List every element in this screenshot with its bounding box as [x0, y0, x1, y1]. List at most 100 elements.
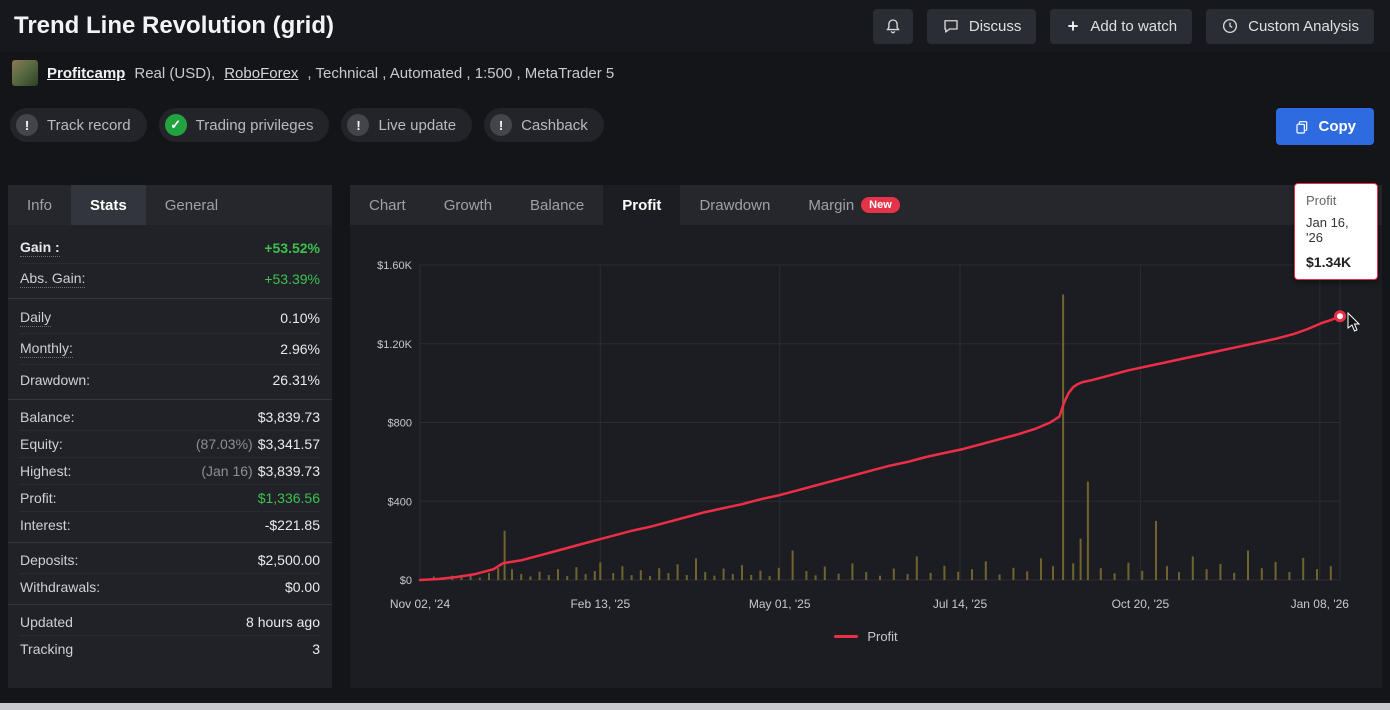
- stat-label: Gain :: [20, 238, 60, 257]
- stat-label: Tracking: [20, 641, 74, 657]
- badge-track-record[interactable]: ! Track record: [10, 108, 147, 142]
- stat-value: $0.00: [284, 579, 320, 595]
- account-details: , Technical , Automated , 1:500 , MetaTr…: [307, 64, 615, 82]
- verification-badges: ! Track record ✓ Trading privileges ! Li…: [10, 108, 604, 142]
- add-to-watch-button[interactable]: Add to watch: [1050, 8, 1193, 44]
- stat-label: Profit:: [20, 490, 57, 506]
- svg-text:$0: $0: [400, 575, 412, 587]
- stat-value: $3,839.73: [257, 408, 320, 425]
- notifications-button[interactable]: [872, 8, 913, 44]
- stat-label: Withdrawals:: [20, 579, 101, 595]
- tab-growth[interactable]: Growth: [443, 196, 493, 214]
- stat-row-interest: Interest: -$221.85: [20, 511, 320, 538]
- legend-swatch: [834, 635, 859, 638]
- tab-drawdown[interactable]: Drawdown: [699, 196, 771, 214]
- svg-text:Feb 13, '25: Feb 13, '25: [570, 597, 630, 611]
- account-meta-row: Profitcamp Real (USD), RoboForex , Techn…: [12, 59, 614, 87]
- discuss-button[interactable]: Discuss: [926, 8, 1037, 44]
- exclamation-icon: !: [16, 114, 38, 136]
- account-owner-link[interactable]: Profitcamp: [47, 64, 126, 82]
- stat-label: Deposits:: [20, 551, 79, 568]
- topbar-actions: Discuss Add to watch Custom Analysis: [872, 8, 1374, 44]
- stats-body: Gain : +53.52% Abs. Gain: +53.39% Daily …: [8, 225, 332, 666]
- avatar[interactable]: [12, 60, 38, 86]
- page-bottom-strip: [0, 703, 1390, 710]
- tab-stats[interactable]: Stats: [71, 185, 146, 225]
- stat-label: Balance:: [20, 408, 75, 425]
- exclamation-icon: !: [490, 114, 513, 136]
- stat-label: Highest:: [20, 463, 72, 479]
- svg-text:May 01, '25: May 01, '25: [749, 597, 811, 611]
- broker-link[interactable]: RoboForex: [224, 64, 299, 82]
- svg-text:Jul 14, '25: Jul 14, '25: [933, 597, 988, 611]
- stat-value: +53.39%: [264, 271, 320, 287]
- profit-chart[interactable]: $0 $400 $800 $1.20K $1.60K Nov 02, '24 Feb 13,…: [350, 225, 1382, 625]
- chart-tooltip: Profit Jan 16, '26 $1.34K: [1294, 183, 1378, 280]
- badge-label: Live update: [378, 116, 457, 134]
- stat-value: 8 hours ago: [246, 613, 320, 630]
- clock-icon: [1223, 18, 1238, 34]
- copy-icon: [1295, 120, 1307, 134]
- stat-value: (Jan 16) $3,839.73: [201, 463, 320, 479]
- stat-value-prefix: (87.03%): [195, 436, 253, 452]
- stats-panel-tabs: Info Stats General: [8, 185, 332, 225]
- check-icon: ✓: [164, 114, 187, 136]
- chart-panel-tabs: Chart Growth Balance Profit Drawdown Mar…: [350, 185, 1382, 225]
- page-title: Trend Line Revolution (grid): [14, 12, 334, 39]
- badge-trading-privileges[interactable]: ✓ Trading privileges: [158, 108, 330, 142]
- chart-panel: Chart Growth Balance Profit Drawdown Mar…: [350, 183, 1382, 688]
- stat-value: 2.96%: [280, 341, 320, 357]
- svg-text:Jan 08, '26: Jan 08, '26: [1291, 597, 1350, 611]
- top-header: Trend Line Revolution (grid) Discuss Add…: [0, 0, 1390, 52]
- badge-label: Trading privileges: [195, 116, 314, 134]
- stat-row-deposits: Deposits: $2,500.00: [20, 546, 320, 573]
- stat-row-monthly: Monthly: 2.96%: [20, 333, 320, 364]
- chat-icon: [944, 20, 958, 33]
- stat-label: Updated: [20, 613, 73, 630]
- custom-analysis-label: Custom Analysis: [1248, 17, 1359, 35]
- stat-label: Monthly:: [20, 340, 73, 358]
- stat-row-highest: Highest: (Jan 16) $3,839.73: [20, 457, 320, 484]
- chart-legend[interactable]: Profit: [350, 629, 1382, 644]
- stat-value: (87.03%) $3,341.57: [195, 436, 320, 452]
- svg-text:$1.20K: $1.20K: [377, 339, 413, 351]
- tab-balance[interactable]: Balance: [530, 196, 585, 214]
- badge-label: Track record: [47, 116, 131, 134]
- svg-text:Nov 02, '24: Nov 02, '24: [390, 597, 451, 611]
- stat-row-equity: Equity: (87.03%) $3,341.57: [20, 430, 320, 457]
- copy-label: Copy: [1318, 118, 1357, 135]
- badge-live-update[interactable]: ! Live update: [341, 108, 473, 142]
- tooltip-date: Jan 16, '26: [1306, 215, 1349, 245]
- stat-row-withdrawals: Withdrawals: $0.00: [20, 573, 320, 600]
- custom-analysis-button[interactable]: Custom Analysis: [1206, 8, 1374, 44]
- stat-row-profit: Profit: $1,336.56: [20, 484, 320, 511]
- tab-info[interactable]: Info: [27, 196, 53, 214]
- svg-text:$400: $400: [388, 496, 412, 508]
- tab-margin[interactable]: Margin New: [789, 185, 918, 225]
- stat-value: +53.52%: [264, 239, 320, 256]
- stat-label: Abs. Gain:: [20, 270, 86, 288]
- stat-value: $2,500.00: [257, 551, 320, 568]
- copy-button[interactable]: Copy: [1275, 108, 1374, 145]
- tab-profit[interactable]: Profit: [603, 185, 681, 225]
- stat-value: 3: [312, 641, 320, 657]
- stat-label: Drawdown:: [20, 372, 91, 388]
- tab-general[interactable]: General: [164, 196, 219, 214]
- stat-value: 26.31%: [272, 372, 320, 388]
- stat-row-daily: Daily 0.10%: [20, 302, 320, 333]
- svg-text:$1.60K: $1.60K: [377, 260, 413, 272]
- plus-icon: [1068, 21, 1079, 31]
- stat-label: Interest:: [20, 517, 71, 533]
- svg-text:$800: $800: [388, 418, 412, 430]
- account-type: Real (USD),: [134, 64, 216, 82]
- stat-value: -$221.85: [264, 517, 320, 533]
- legend-label: Profit: [867, 629, 898, 644]
- stat-label: Daily: [20, 308, 52, 327]
- badge-label: Cashback: [521, 116, 588, 134]
- add-to-watch-label: Add to watch: [1090, 17, 1178, 35]
- svg-text:Oct 20, '25: Oct 20, '25: [1112, 597, 1170, 611]
- tab-chart[interactable]: Chart: [369, 196, 406, 214]
- stat-row-updated: Updated 8 hours ago: [20, 608, 320, 635]
- badge-cashback[interactable]: ! Cashback: [484, 108, 604, 142]
- new-badge: New: [861, 197, 900, 213]
